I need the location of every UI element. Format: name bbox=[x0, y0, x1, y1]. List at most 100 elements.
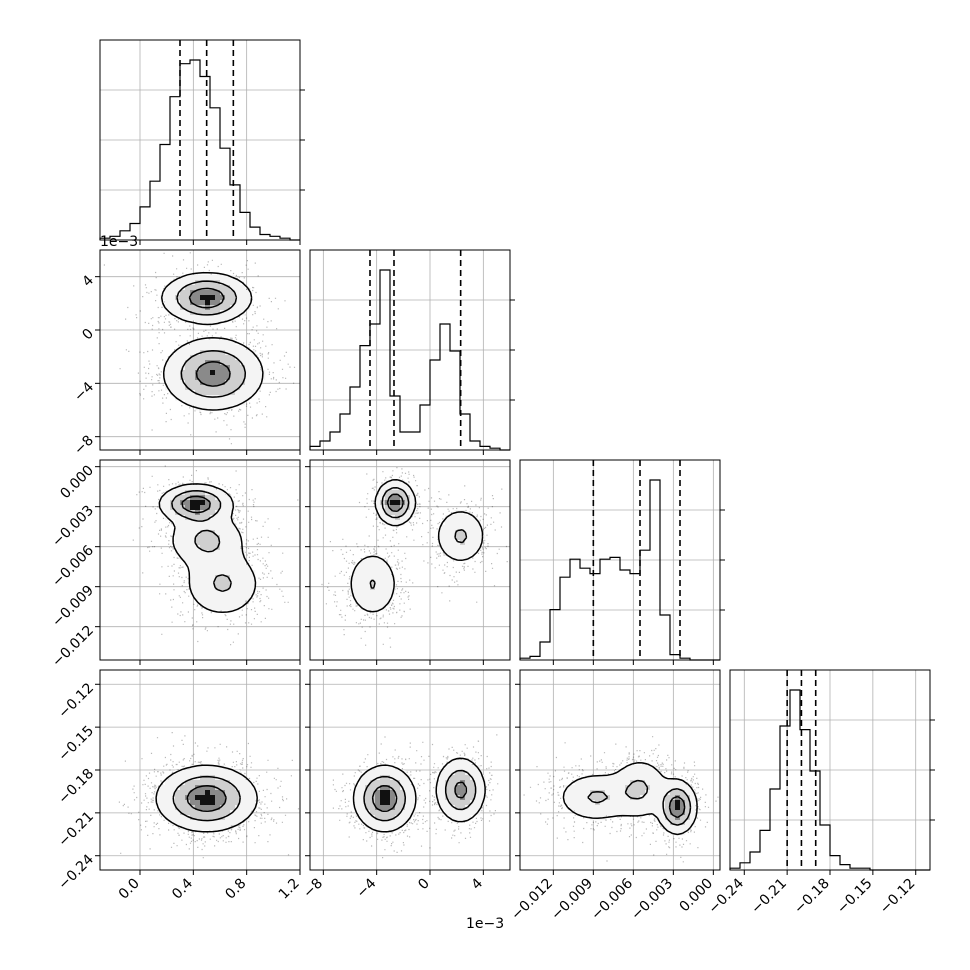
density-cell bbox=[200, 340, 206, 346]
density-cell bbox=[230, 380, 236, 386]
contour-line bbox=[352, 757, 486, 833]
density-cell bbox=[200, 785, 206, 791]
density-cell bbox=[610, 810, 616, 816]
density-cell bbox=[665, 825, 671, 831]
density-cell bbox=[685, 825, 691, 831]
density-cell bbox=[175, 770, 181, 776]
density-cell bbox=[465, 795, 471, 801]
density-cell bbox=[225, 380, 231, 386]
density-cell bbox=[220, 825, 226, 831]
density-cell bbox=[385, 790, 391, 796]
density-cell bbox=[240, 800, 246, 806]
density-cell bbox=[195, 795, 201, 801]
density-cell bbox=[380, 485, 386, 491]
density-cell bbox=[655, 770, 661, 776]
density-cell bbox=[185, 790, 191, 796]
y-tick-label: 4 bbox=[79, 272, 97, 290]
density-cell bbox=[360, 780, 366, 786]
density-cell bbox=[225, 395, 231, 401]
density-cell bbox=[165, 365, 171, 371]
density-cell bbox=[170, 310, 176, 316]
density-cell bbox=[210, 800, 216, 806]
density-cell bbox=[400, 485, 406, 491]
density-cell bbox=[215, 290, 221, 296]
density-cell bbox=[440, 800, 446, 806]
density-cell bbox=[210, 585, 216, 591]
density-cell bbox=[610, 805, 616, 811]
density-cell bbox=[465, 760, 471, 766]
density-cell bbox=[470, 795, 476, 801]
density-cell bbox=[215, 370, 221, 376]
density-cell bbox=[595, 780, 601, 786]
density-cell bbox=[215, 375, 221, 381]
density-cell bbox=[210, 355, 216, 361]
density-cell bbox=[680, 815, 686, 821]
density-cell bbox=[370, 770, 376, 776]
density-cell bbox=[180, 360, 186, 366]
density-cell bbox=[455, 540, 461, 546]
density-cell bbox=[185, 285, 191, 291]
density-cell bbox=[400, 790, 406, 796]
density-cell bbox=[185, 805, 191, 811]
y-tick-label: −0.15 bbox=[55, 723, 97, 765]
density-cell bbox=[210, 595, 216, 601]
density-cell bbox=[185, 350, 191, 356]
density-cell bbox=[375, 795, 381, 801]
density-cell bbox=[185, 770, 191, 776]
density-cell bbox=[350, 580, 356, 586]
density-cell bbox=[470, 805, 476, 811]
density-cell bbox=[200, 575, 206, 581]
density-cell bbox=[170, 810, 176, 816]
density-cell bbox=[205, 375, 211, 381]
density-cell bbox=[365, 605, 371, 611]
density-cell bbox=[465, 535, 471, 541]
y-tick-label: 0.000 bbox=[57, 462, 97, 502]
density-cell bbox=[195, 390, 201, 396]
density-cell bbox=[470, 790, 476, 796]
density-cell bbox=[370, 805, 376, 811]
density-cell bbox=[390, 480, 396, 486]
density-cell bbox=[195, 520, 201, 526]
density-cell bbox=[210, 495, 216, 501]
density-cell bbox=[195, 780, 201, 786]
density-cell bbox=[240, 285, 246, 291]
y-tick-label: −4 bbox=[71, 379, 97, 405]
density-cell bbox=[180, 545, 186, 551]
density-cell bbox=[195, 540, 201, 546]
density-cell bbox=[255, 365, 261, 371]
density-cell bbox=[190, 315, 196, 321]
density-cell bbox=[215, 400, 221, 406]
density-cell bbox=[230, 580, 236, 586]
density-cell bbox=[180, 315, 186, 321]
density-cell bbox=[385, 780, 391, 786]
density-cell bbox=[210, 600, 216, 606]
density-cell bbox=[445, 765, 451, 771]
density-cell bbox=[400, 815, 406, 821]
density-cell bbox=[215, 555, 221, 561]
density-cell bbox=[225, 585, 231, 591]
density-cell bbox=[190, 775, 196, 781]
density-cell bbox=[400, 770, 406, 776]
density-cell bbox=[240, 300, 246, 306]
density-cell bbox=[680, 795, 686, 801]
density-cell bbox=[175, 800, 181, 806]
density-cell bbox=[225, 775, 231, 781]
density-cell bbox=[670, 810, 676, 816]
density-cell bbox=[170, 375, 176, 381]
density-cell bbox=[585, 805, 591, 811]
density-cell bbox=[400, 515, 406, 521]
density-cell bbox=[210, 490, 216, 496]
density-cell bbox=[195, 495, 201, 501]
contour-line bbox=[587, 779, 692, 826]
density-cell bbox=[460, 775, 466, 781]
density-cell bbox=[255, 380, 261, 386]
density-cell bbox=[205, 805, 211, 811]
density-cell bbox=[255, 360, 261, 366]
density-cell bbox=[180, 300, 186, 306]
x-tick-label: 0 bbox=[415, 876, 433, 894]
density-cell bbox=[225, 805, 231, 811]
density-cell bbox=[215, 530, 221, 536]
density-cell bbox=[215, 520, 221, 526]
density-cell bbox=[245, 790, 251, 796]
density-cell bbox=[220, 345, 226, 351]
